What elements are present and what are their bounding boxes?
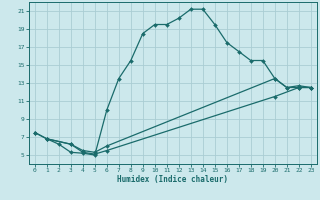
X-axis label: Humidex (Indice chaleur): Humidex (Indice chaleur) [117, 175, 228, 184]
